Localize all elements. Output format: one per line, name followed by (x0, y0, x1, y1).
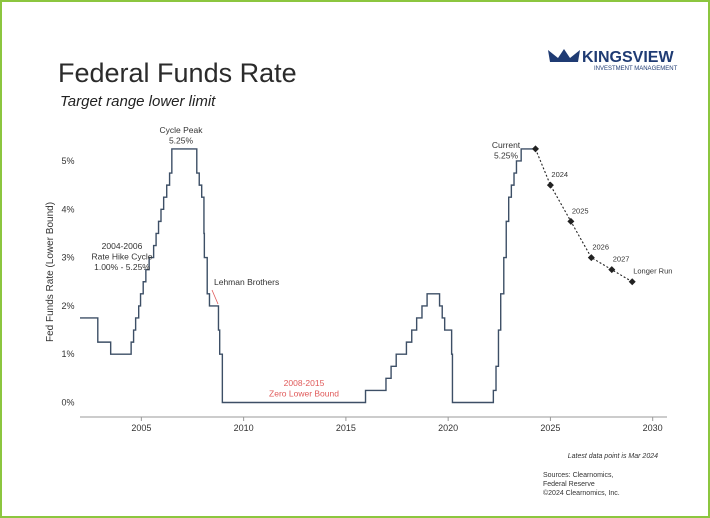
chart-title: Federal Funds Rate (58, 58, 297, 88)
x-tick-label: 2015 (336, 423, 356, 433)
annotation: 2008-2015 (284, 378, 325, 388)
source: Sources: Clearnomics, (543, 472, 613, 479)
x-tick-label: 2020 (438, 423, 458, 433)
data-point (546, 181, 554, 189)
annotation: Lehman Brothers (214, 277, 279, 287)
annotation: 1.00% - 5.25% (94, 262, 150, 272)
data-line (80, 148, 534, 404)
x-tick-label: 2025 (540, 423, 560, 433)
data-point (628, 278, 636, 286)
annotation: Current (492, 140, 521, 150)
y-tick-label: 4% (61, 204, 74, 214)
annotation: Zero Lower Bound (269, 389, 339, 399)
point-label: 2027 (613, 255, 630, 264)
source: Federal Reserve (543, 481, 595, 488)
y-axis-label: Fed Funds Rate (Lower Bound) (45, 202, 56, 342)
x-tick-label: 2030 (643, 423, 663, 433)
logo-tagline: INVESTMENT MANAGEMENT (594, 66, 678, 72)
annotation: 5.25% (494, 151, 519, 161)
annotation-pointer (211, 289, 219, 305)
data-point (608, 266, 616, 274)
y-tick-label: 3% (61, 253, 74, 263)
logo: KINGSVIEW INVESTMENT MANAGEMENT (548, 49, 678, 72)
y-tick-label: 2% (61, 301, 74, 311)
source: ©2024 Clearnomics, Inc. (543, 489, 620, 497)
logo-name: KINGSVIEW (582, 49, 674, 66)
footnote: Latest data point is Mar 2024 (568, 453, 658, 460)
data-point (531, 145, 539, 153)
point-label: Longer Run (633, 267, 672, 276)
x-tick-label: 2005 (131, 423, 151, 433)
y-tick-label: 0% (61, 398, 74, 408)
x-tick-label: 2010 (234, 423, 254, 433)
data-point (567, 217, 575, 225)
data-point (587, 254, 595, 262)
annotation: Cycle Peak (160, 125, 204, 135)
data-line (534, 148, 633, 283)
chart-subtitle: Target range lower limit (60, 93, 216, 110)
point-label: 2026 (592, 243, 609, 252)
annotation: Rate Hike Cycle (92, 252, 153, 262)
point-label: 2024 (551, 170, 568, 179)
logo-icon (548, 49, 580, 62)
annotation: 5.25% (169, 136, 194, 146)
y-tick-label: 5% (61, 156, 74, 166)
point-label: 2025 (572, 206, 589, 215)
y-tick-label: 1% (61, 349, 74, 359)
annotation: 2004-2006 (102, 241, 143, 251)
